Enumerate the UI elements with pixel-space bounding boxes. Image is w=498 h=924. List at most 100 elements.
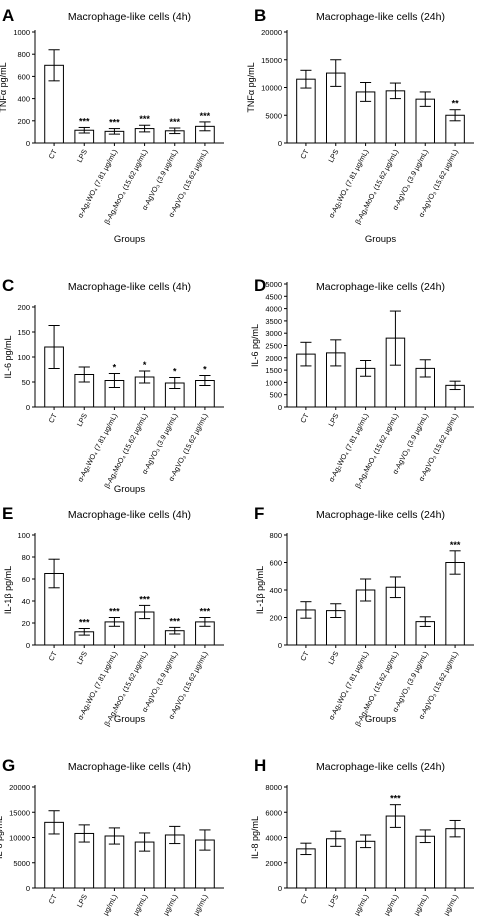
y-tick-label: 150 [17, 328, 30, 337]
x-tick-label: CT [46, 649, 59, 662]
y-tick-label: 50 [22, 378, 30, 387]
y-tick-label: 400 [17, 95, 30, 104]
x-tick-label: µg/mL) [161, 893, 180, 917]
y-tick-label: 5000 [265, 111, 282, 120]
chart-title: Macrophage-like cells (4h) [68, 761, 191, 773]
panel-letter: H [254, 756, 266, 775]
x-tick-label: CT [298, 649, 311, 662]
y-tick-label: 2000 [265, 354, 282, 363]
significance-label: *** [109, 607, 120, 617]
y-tick-label: 400 [269, 586, 282, 595]
y-tick-label: 20000 [261, 28, 282, 37]
significance-label: *** [169, 616, 180, 626]
panel-g: G Macrophage-like cells (4h) 0 5000 10000 150… [0, 756, 224, 917]
y-tick-label: 5000 [13, 859, 30, 868]
y-tick-label: 60 [22, 575, 30, 584]
x-tick-label: LPS [326, 893, 340, 909]
y-tick-label: 8000 [265, 783, 282, 792]
chart-title: Macrophage-like cells (24h) [316, 761, 445, 773]
y-tick-label: 0 [26, 641, 30, 650]
y-tick-label: 600 [269, 559, 282, 568]
y-tick-label: 3000 [265, 329, 282, 338]
panel-letter: A [2, 6, 14, 25]
chart-title: Macrophage-like cells (4h) [68, 11, 191, 23]
bar [445, 562, 465, 646]
significance-label: *** [200, 111, 211, 121]
x-tick-label: CT [298, 892, 311, 905]
y-tick-label: 3500 [265, 317, 282, 326]
y-axis-label: TNFα pg/mL [246, 62, 256, 112]
x-tick-label: CT [46, 411, 59, 424]
y-tick-label: 0 [278, 641, 282, 650]
y-tick-label: 0 [278, 139, 282, 148]
panel-h: H Macrophage-like cells (24h) 0 2000 4000 600… [250, 756, 474, 917]
y-tick-label: 100 [17, 353, 30, 362]
y-tick-label: 0 [26, 139, 30, 148]
panel-letter: C [2, 276, 14, 295]
x-tick-label: LPS [326, 650, 340, 666]
significance-label: *** [390, 794, 401, 804]
bar [355, 840, 376, 889]
y-tick-label: 800 [17, 50, 30, 59]
panel-letter: B [254, 6, 266, 25]
significance-label: *** [139, 114, 150, 124]
significance-label: *** [139, 594, 150, 604]
bar [445, 828, 465, 889]
y-tick-label: 20000 [9, 783, 30, 792]
x-tick-label: LPS [326, 148, 340, 164]
y-tick-label: 200 [17, 117, 30, 126]
y-tick-label: 600 [17, 72, 30, 81]
y-tick-label: 200 [17, 303, 30, 312]
chart-title: Macrophage-like cells (24h) [316, 11, 445, 23]
significance-label: * [143, 360, 147, 370]
x-tick-label: LPS [75, 650, 89, 666]
y-tick-label: 4000 [265, 834, 282, 843]
y-tick-label: 4500 [265, 292, 282, 301]
x-tick-label: LPS [75, 148, 89, 164]
panel-letter: D [254, 276, 266, 295]
y-tick-label: 15000 [261, 56, 282, 65]
significance-label: ** [452, 99, 460, 109]
significance-label: *** [79, 116, 90, 126]
y-tick-label: 40 [22, 597, 30, 606]
y-tick-label: 4000 [265, 305, 282, 314]
x-tick-label: CT [298, 147, 311, 160]
y-axis-label: TNFα pg/mL [0, 62, 8, 112]
panel-letter: G [2, 756, 15, 775]
panel-d: D Macrophage-like cells (24h) 0 500 1000 1500… [250, 276, 474, 490]
x-tick-label: LPS [75, 893, 89, 909]
y-tick-label: 200 [269, 614, 282, 623]
y-tick-label: 6000 [265, 808, 282, 817]
chart-title: Macrophage-like cells (4h) [68, 281, 191, 293]
x-tick-label: µg/mL) [131, 893, 150, 917]
x-axis-label: Groups [365, 714, 396, 725]
x-tick-label: CT [298, 411, 311, 424]
significance-label: *** [450, 540, 461, 550]
y-tick-label: 2000 [265, 859, 282, 868]
x-tick-label: CT [46, 147, 59, 160]
significance-label: *** [79, 618, 90, 628]
bar [296, 78, 316, 144]
x-tick-label: CT [46, 892, 59, 905]
panel-a: A Macrophage-like cells (4h) 0 200 400 600 800… [0, 6, 224, 245]
y-tick-label: 0 [278, 403, 282, 412]
panel-f: F Macrophage-like cells (24h) 0 200 400 600 80… [254, 504, 474, 728]
y-tick-label: 100 [17, 531, 30, 540]
y-tick-label: 20 [22, 619, 30, 628]
x-axis-label: Groups [114, 484, 145, 495]
y-tick-label: 15000 [9, 808, 30, 817]
x-tick-label: µg/mL) [352, 893, 371, 917]
x-tick-label: µg/mL) [441, 893, 460, 917]
y-tick-label: 800 [269, 531, 282, 540]
y-tick-label: 10000 [9, 834, 30, 843]
y-axis-label: IL-1β pg/mL [255, 566, 265, 614]
x-axis-label: Groups [114, 714, 145, 725]
y-tick-label: 5000 [265, 280, 282, 289]
y-tick-label: 500 [269, 391, 282, 400]
y-axis-label: IL-8 pg/mL [0, 816, 4, 859]
y-tick-label: 1000 [265, 378, 282, 387]
significance-label: * [173, 367, 177, 377]
significance-label: *** [109, 118, 120, 128]
panel-letter: F [254, 504, 264, 523]
